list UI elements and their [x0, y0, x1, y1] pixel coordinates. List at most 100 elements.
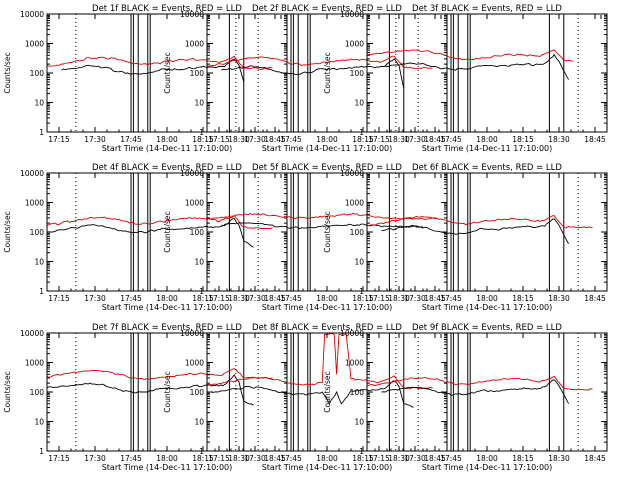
x-axis-label: Start Time (14-Dec-11 17:10:00)	[262, 303, 393, 312]
chart-title: Det 2f BLACK = Events, RED = LLD	[252, 4, 402, 14]
x-tick-label: 18:45	[424, 454, 446, 463]
x-tick-label: 17:45	[440, 294, 462, 303]
y-tick-label: 10000	[340, 329, 364, 338]
chart-panel-3: Det 3f BLACK = Events, RED = LLD 1 10 100 10…	[323, 4, 608, 153]
chart-title: Det 8f BLACK = Events, RED = LLD	[252, 323, 402, 333]
x-tick-label: 17:30	[404, 454, 426, 463]
chart-panel-1: Det 1f BLACK = Events, RED = LLD 1 10 100 10…	[3, 4, 288, 153]
x-tick-label: 17:15	[48, 135, 70, 144]
chart-panel-7: Det 7f BLACK = Events, RED = LLD 1 10 100 10…	[3, 323, 288, 472]
x-tick-label: 17:45	[120, 454, 142, 463]
y-tick-label: 1000	[185, 359, 204, 368]
x-tick-label: 18:30	[388, 454, 410, 463]
y-tick-label: 10000	[20, 329, 44, 338]
x-tick-label: 18:45	[424, 294, 446, 303]
x-tick-label: 17:30	[84, 294, 106, 303]
x-tick-label: 18:15	[512, 294, 534, 303]
x-tick-label: 17:30	[84, 454, 106, 463]
y-tick-label: 1	[359, 128, 364, 137]
y-tick-label: 1	[39, 128, 44, 137]
x-tick-label: 18:45	[584, 294, 606, 303]
x-tick-label: 17:45	[120, 135, 142, 144]
y-tick-label: 1	[39, 447, 44, 456]
x-tick-label: 18:00	[156, 454, 178, 463]
black-series-line	[381, 218, 569, 244]
y-tick-label: 10	[34, 418, 44, 427]
x-tick-label: 18:15	[192, 294, 214, 303]
plot-frame	[366, 172, 608, 292]
red-series-line	[366, 375, 593, 391]
x-axis-label: Start Time (14-Dec-11 17:10:00)	[422, 144, 553, 153]
y-tick-label: 100	[350, 228, 365, 237]
x-axis-label: Start Time (14-Dec-11 17:10:00)	[262, 463, 393, 472]
x-tick-label: 18:15	[352, 294, 374, 303]
y-tick-label: 10000	[20, 169, 44, 178]
y-tick-label: 1000	[345, 40, 364, 49]
y-tick-label: 1000	[345, 359, 364, 368]
x-tick-label: 17:15	[208, 454, 230, 463]
x-tick-label: 17:30	[244, 454, 266, 463]
y-axis-label: Counts/sec	[163, 52, 172, 93]
chart-title: Det 1f BLACK = Events, RED = LLD	[92, 4, 242, 14]
x-axis-label: Start Time (14-Dec-11 17:10:00)	[102, 144, 233, 153]
chart-title: Det 4f BLACK = Events, RED = LLD	[92, 163, 242, 173]
x-tick-label: 18:00	[476, 294, 498, 303]
x-tick-label: 18:30	[388, 294, 410, 303]
y-tick-label: 10000	[20, 10, 44, 19]
x-tick-label: 17:15	[208, 135, 230, 144]
x-tick-label: 17:45	[280, 454, 302, 463]
y-tick-label: 1	[199, 287, 204, 296]
x-tick-label: 18:45	[264, 454, 286, 463]
y-axis-label: Counts/sec	[163, 371, 172, 412]
y-tick-label: 1000	[185, 40, 204, 49]
chart-panel-4: Det 4f BLACK = Events, RED = LLD 1 10 100 10…	[3, 163, 288, 312]
x-tick-label: 18:30	[228, 135, 250, 144]
y-tick-label: 100	[350, 69, 365, 78]
x-tick-label: 17:15	[48, 454, 70, 463]
x-tick-label: 18:15	[512, 135, 534, 144]
y-tick-label: 100	[190, 228, 205, 237]
x-tick-label: 17:45	[280, 135, 302, 144]
x-tick-label: 17:45	[120, 294, 142, 303]
y-tick-label: 10	[194, 258, 204, 267]
x-axis-label: Start Time (14-Dec-11 17:10:00)	[102, 303, 233, 312]
y-tick-label: 1	[199, 447, 204, 456]
y-tick-label: 1000	[25, 199, 44, 208]
x-tick-label: 18:45	[264, 135, 286, 144]
red-series-line	[366, 49, 574, 62]
x-tick-label: 18:15	[192, 454, 214, 463]
x-axis-label: Start Time (14-Dec-11 17:10:00)	[422, 303, 553, 312]
y-axis-label: Counts/sec	[323, 371, 332, 412]
x-tick-label: 17:30	[244, 294, 266, 303]
y-tick-label: 10000	[180, 329, 204, 338]
chart-panel-5: Det 5f BLACK = Events, RED = LLD 1 10 100 10…	[163, 163, 448, 312]
y-tick-label: 100	[350, 388, 365, 397]
red-series-line	[46, 214, 273, 230]
x-tick-label: 18:30	[548, 294, 570, 303]
y-tick-label: 1	[39, 287, 44, 296]
x-tick-label: 17:30	[244, 135, 266, 144]
red-series-line	[206, 212, 438, 221]
x-tick-label: 17:30	[404, 294, 426, 303]
y-tick-label: 10	[194, 418, 204, 427]
x-tick-label: 18:00	[476, 454, 498, 463]
x-axis-label: Start Time (14-Dec-11 17:10:00)	[102, 463, 233, 472]
plot-frame	[366, 332, 608, 452]
x-tick-label: 18:45	[424, 135, 446, 144]
x-tick-label: 18:00	[156, 135, 178, 144]
x-tick-label: 17:45	[440, 454, 462, 463]
black-series-line	[381, 379, 570, 404]
y-tick-label: 1	[359, 287, 364, 296]
y-axis-label: Counts/sec	[323, 52, 332, 93]
x-tick-label: 17:15	[368, 294, 390, 303]
y-tick-label: 100	[190, 388, 205, 397]
chart-title: Det 6f BLACK = Events, RED = LLD	[412, 163, 562, 173]
y-tick-label: 1	[359, 447, 364, 456]
y-tick-label: 10000	[340, 169, 364, 178]
y-tick-label: 1000	[185, 199, 204, 208]
chart-panel-8: Det 8f BLACK = Events, RED = LLD 1 10 100 10…	[163, 323, 448, 472]
x-tick-label: 17:30	[404, 135, 426, 144]
y-tick-label: 10	[34, 99, 44, 108]
